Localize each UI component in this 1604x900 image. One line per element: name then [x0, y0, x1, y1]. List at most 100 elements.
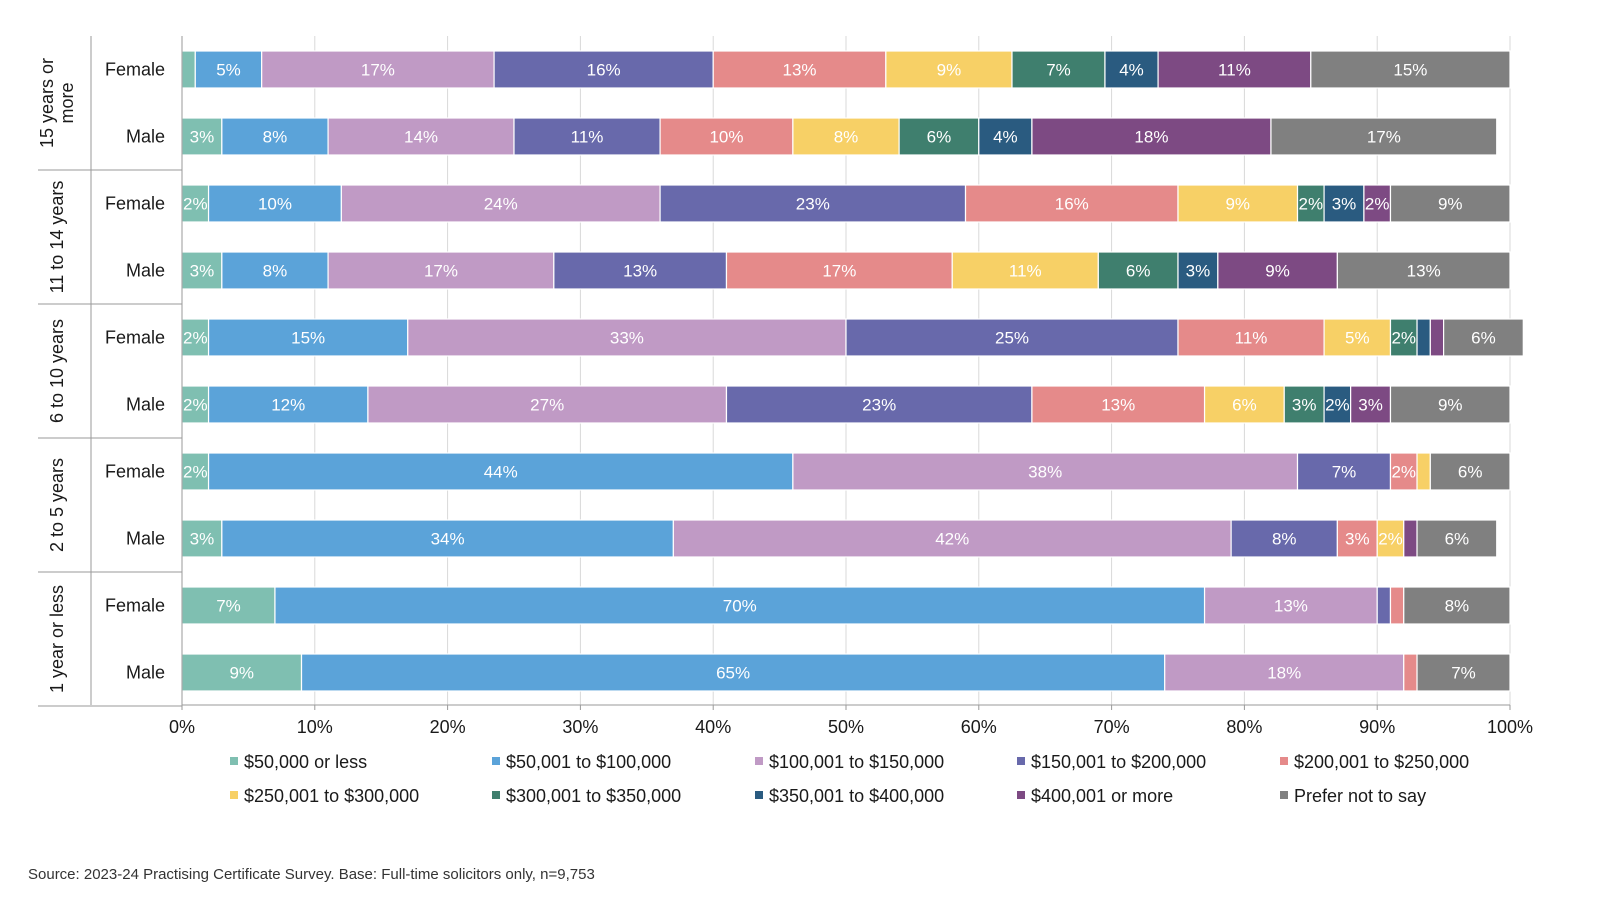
bar-segment	[207, 452, 794, 491]
bar-segment	[898, 117, 980, 156]
data-label: 3%	[190, 128, 215, 147]
bar-segment	[1403, 653, 1418, 692]
bar-segment	[340, 184, 661, 223]
group-label: 2 to 5 years	[47, 458, 67, 552]
data-label: 3%	[1332, 195, 1357, 214]
bar-segment	[181, 184, 210, 223]
data-label: 3%	[1186, 262, 1211, 281]
data-label: 11%	[1235, 329, 1268, 348]
bar-segment	[659, 184, 967, 223]
bar-segment	[1323, 385, 1352, 424]
data-label: 2%	[1299, 195, 1324, 214]
x-tick-label: 40%	[695, 717, 731, 737]
bar-segment	[327, 117, 515, 156]
data-label: 2%	[183, 463, 208, 482]
bar-segment	[1323, 184, 1365, 223]
data-label: 44%	[484, 463, 518, 482]
bar-segment	[1011, 50, 1106, 89]
x-axis: 0% 10% 20% 30% 40% 50% 60% 70% 80% 90% 100%	[169, 704, 1533, 737]
data-label: 18%	[1134, 128, 1168, 147]
bar-segment	[725, 385, 1033, 424]
data-label: 18%	[1267, 664, 1301, 683]
bar-segment	[1031, 385, 1206, 424]
data-label: 42%	[935, 530, 969, 549]
bar-segment	[1429, 318, 1445, 357]
data-label: 5%	[1345, 329, 1370, 348]
bar-segment	[207, 385, 369, 424]
legend-swatch	[1280, 791, 1288, 799]
group-label: 1 year or less	[47, 585, 67, 693]
data-label: 6%	[1232, 396, 1257, 415]
row-label: Female	[105, 194, 165, 214]
bar-segment	[1203, 385, 1285, 424]
data-label: 2%	[183, 195, 208, 214]
bar-segment	[1177, 251, 1219, 290]
data-label: 2%	[183, 329, 208, 348]
data-label: 13%	[783, 61, 817, 80]
data-label: 10%	[258, 195, 292, 214]
data-label: 16%	[587, 61, 621, 80]
data-label: 17%	[361, 61, 395, 80]
group-label: 6 to 10 years	[47, 319, 67, 423]
x-tick-label: 20%	[430, 717, 466, 737]
bar-segment	[845, 318, 1179, 357]
bar-segment	[327, 251, 555, 290]
group-label: 11 to 14 years	[47, 181, 67, 294]
bar-segment	[951, 251, 1099, 290]
bar-segment	[1429, 452, 1511, 491]
x-tick-label: 30%	[562, 717, 598, 737]
data-label: 15%	[1393, 61, 1427, 80]
bar-segment	[659, 117, 794, 156]
legend-swatch	[1017, 757, 1025, 765]
bar-segment	[1296, 184, 1325, 223]
bar-segment	[1376, 586, 1392, 625]
data-label: 25%	[995, 329, 1029, 348]
legend-label: $300,001 to $350,000	[506, 786, 681, 806]
legend-swatch	[1280, 757, 1288, 765]
x-tick-label: 60%	[961, 717, 997, 737]
data-label: 15%	[291, 329, 325, 348]
data-label: 33%	[610, 329, 644, 348]
data-label: 6%	[1445, 530, 1470, 549]
data-label: 9%	[1265, 262, 1290, 281]
data-label: 11%	[1009, 262, 1042, 281]
legend-label: $150,001 to $200,000	[1031, 752, 1206, 772]
row-label: Male	[126, 395, 165, 415]
data-label: 24%	[484, 195, 518, 214]
legend-swatch	[755, 757, 763, 765]
data-label: 13%	[1101, 396, 1135, 415]
bar-segment	[1270, 117, 1498, 156]
bar-segment	[1403, 519, 1418, 558]
bar-segment	[1389, 452, 1418, 491]
bar-segment	[181, 586, 276, 625]
bar-segment	[885, 50, 1013, 89]
bar-segment	[1350, 385, 1392, 424]
row-label: Male	[126, 261, 165, 281]
data-label: 4%	[993, 128, 1018, 147]
legend-swatch	[1017, 791, 1025, 799]
bar-segment	[1230, 519, 1338, 558]
bar-segment	[725, 251, 953, 290]
row-label: Female	[105, 328, 165, 348]
bar-segment	[261, 50, 495, 89]
bar-segment	[407, 318, 847, 357]
group-label: more	[57, 82, 77, 123]
data-label: 27%	[530, 396, 564, 415]
bar-segment	[1389, 586, 1405, 625]
bar-segment	[207, 318, 409, 357]
bar-segment	[1104, 50, 1159, 89]
legend-label: $100,001 to $150,000	[769, 752, 944, 772]
bar-segment	[792, 452, 1299, 491]
bar-segment	[1416, 318, 1431, 357]
bar-segment	[792, 117, 900, 156]
row-label: Female	[105, 60, 165, 80]
data-label: 12%	[271, 396, 305, 415]
legend-swatch	[492, 791, 500, 799]
bar-segment	[1389, 385, 1511, 424]
row-label: Male	[126, 127, 165, 147]
category-structure: Female Male 15 years or more Female Male 11 to…	[37, 36, 183, 707]
data-label: 11%	[571, 128, 604, 147]
data-label: 17%	[822, 262, 856, 281]
legend-swatch	[230, 757, 238, 765]
bar-segment	[367, 385, 728, 424]
